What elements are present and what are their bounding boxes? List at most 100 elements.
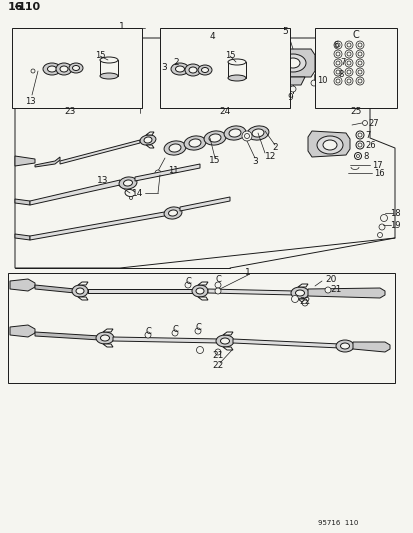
- Circle shape: [346, 43, 350, 47]
- Text: 21: 21: [212, 351, 223, 360]
- Polygon shape: [113, 337, 219, 343]
- Text: 16: 16: [373, 168, 384, 177]
- Ellipse shape: [220, 338, 229, 344]
- Circle shape: [214, 282, 221, 288]
- Polygon shape: [15, 38, 394, 268]
- Circle shape: [354, 152, 361, 159]
- Ellipse shape: [202, 70, 226, 86]
- Text: 8: 8: [362, 151, 368, 160]
- Ellipse shape: [201, 68, 208, 72]
- Text: 1: 1: [244, 268, 250, 277]
- Text: 10: 10: [316, 76, 327, 85]
- Text: 2: 2: [173, 58, 178, 67]
- Circle shape: [333, 50, 341, 58]
- Text: 16: 16: [8, 2, 24, 12]
- Circle shape: [378, 224, 384, 230]
- Ellipse shape: [216, 335, 233, 347]
- Ellipse shape: [247, 126, 268, 140]
- Circle shape: [355, 59, 363, 67]
- Text: 6: 6: [332, 41, 337, 50]
- Bar: [12, 28, 142, 108]
- Ellipse shape: [290, 287, 308, 299]
- Circle shape: [355, 50, 363, 58]
- Circle shape: [335, 43, 339, 47]
- Circle shape: [346, 52, 350, 56]
- Ellipse shape: [56, 63, 72, 75]
- Circle shape: [344, 59, 352, 67]
- Text: C: C: [195, 322, 200, 332]
- Circle shape: [301, 300, 307, 306]
- Circle shape: [154, 170, 161, 176]
- Polygon shape: [15, 234, 30, 240]
- Polygon shape: [207, 289, 294, 295]
- Ellipse shape: [285, 58, 299, 68]
- Ellipse shape: [119, 177, 137, 189]
- Text: 7: 7: [339, 58, 344, 67]
- Text: C: C: [185, 277, 190, 286]
- Circle shape: [335, 61, 339, 65]
- Text: 26: 26: [364, 141, 375, 149]
- Polygon shape: [103, 329, 113, 332]
- Circle shape: [344, 68, 352, 76]
- Text: 9: 9: [287, 93, 292, 101]
- Ellipse shape: [189, 67, 197, 73]
- Polygon shape: [30, 180, 120, 205]
- Text: 4: 4: [209, 31, 214, 41]
- Text: 25: 25: [349, 107, 361, 116]
- Circle shape: [355, 77, 363, 85]
- Polygon shape: [223, 332, 233, 335]
- Circle shape: [310, 80, 316, 86]
- Circle shape: [362, 120, 367, 125]
- Text: 15: 15: [224, 51, 235, 60]
- Circle shape: [356, 155, 358, 157]
- Ellipse shape: [43, 63, 61, 75]
- Ellipse shape: [228, 75, 245, 81]
- Ellipse shape: [171, 63, 189, 75]
- Ellipse shape: [209, 74, 221, 82]
- Circle shape: [195, 328, 201, 334]
- Text: 18: 18: [389, 208, 400, 217]
- Circle shape: [291, 295, 298, 303]
- Ellipse shape: [228, 59, 245, 65]
- Circle shape: [344, 41, 352, 49]
- Ellipse shape: [195, 288, 204, 294]
- Ellipse shape: [252, 129, 263, 137]
- Text: 24: 24: [219, 107, 230, 116]
- Text: 13: 13: [25, 96, 36, 106]
- Text: 23: 23: [64, 107, 76, 116]
- Circle shape: [324, 287, 330, 293]
- Ellipse shape: [47, 66, 56, 72]
- Ellipse shape: [335, 340, 353, 352]
- Polygon shape: [307, 288, 384, 298]
- Ellipse shape: [100, 57, 118, 63]
- Text: 3: 3: [252, 157, 257, 166]
- Text: 2: 2: [271, 142, 277, 151]
- Ellipse shape: [184, 136, 205, 150]
- Polygon shape: [88, 289, 195, 293]
- Text: −: −: [14, 2, 23, 12]
- Polygon shape: [297, 284, 307, 287]
- Circle shape: [31, 69, 35, 73]
- Polygon shape: [88, 289, 195, 293]
- Text: 19: 19: [389, 221, 399, 230]
- Bar: [228, 62, 245, 78]
- Polygon shape: [271, 49, 314, 77]
- Polygon shape: [135, 164, 199, 181]
- Ellipse shape: [100, 335, 109, 341]
- Text: 110: 110: [18, 2, 41, 12]
- Text: C: C: [352, 30, 358, 40]
- Circle shape: [355, 131, 363, 139]
- Circle shape: [145, 332, 151, 338]
- Circle shape: [242, 131, 252, 141]
- Circle shape: [326, 47, 332, 53]
- Circle shape: [178, 77, 188, 87]
- Polygon shape: [15, 156, 35, 166]
- Text: 17: 17: [371, 160, 382, 169]
- Circle shape: [377, 232, 382, 238]
- Circle shape: [344, 77, 352, 85]
- Circle shape: [330, 58, 338, 66]
- Ellipse shape: [189, 139, 200, 147]
- Circle shape: [214, 288, 221, 294]
- Polygon shape: [35, 157, 60, 167]
- Circle shape: [357, 52, 361, 56]
